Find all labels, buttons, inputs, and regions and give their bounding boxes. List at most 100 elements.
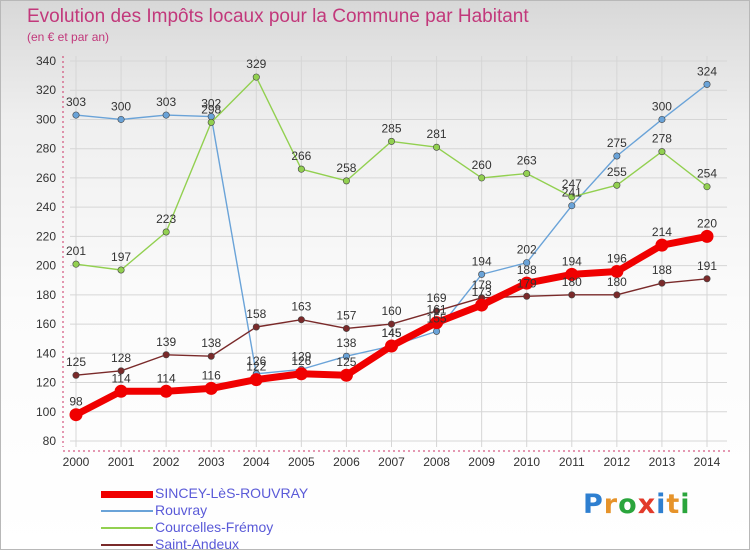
data-label: 116 bbox=[202, 368, 221, 382]
data-point bbox=[568, 291, 576, 299]
y-tick-label: 260 bbox=[36, 171, 56, 185]
data-point bbox=[207, 118, 215, 126]
data-label: 196 bbox=[607, 251, 627, 265]
x-tick-label: 2013 bbox=[649, 455, 676, 469]
data-label: 139 bbox=[156, 335, 176, 349]
axes: 80 100 120 140 160 180 200 220 240 260 280 300 320 34… bbox=[36, 54, 732, 469]
data-point bbox=[703, 80, 711, 88]
x-tick-label: 2000 bbox=[63, 455, 90, 469]
data-point bbox=[72, 111, 80, 119]
data-label: 145 bbox=[381, 326, 401, 340]
data-label: 157 bbox=[336, 308, 356, 322]
proxiti-logo: Proxiti bbox=[583, 489, 691, 520]
data-point bbox=[69, 408, 83, 422]
data-point bbox=[117, 367, 125, 375]
data-label: 191 bbox=[697, 259, 717, 273]
y-tick-label: 240 bbox=[36, 200, 56, 214]
logo-letter: i bbox=[656, 489, 667, 520]
data-label: 180 bbox=[562, 275, 582, 289]
data-label: 303 bbox=[66, 95, 86, 109]
y-tick-label: 300 bbox=[36, 112, 56, 126]
data-point bbox=[294, 367, 308, 381]
logo-letter: x bbox=[637, 489, 657, 520]
data-label: 178 bbox=[472, 278, 492, 292]
data-label: 155 bbox=[427, 311, 447, 325]
y-tick-label: 280 bbox=[36, 142, 56, 156]
legend-label: SINCEY-LèS-ROUVRAY bbox=[155, 485, 309, 501]
data-label: 278 bbox=[652, 132, 672, 146]
x-tick-label: 2009 bbox=[468, 455, 495, 469]
data-label: 122 bbox=[246, 360, 266, 374]
data-label: 201 bbox=[66, 244, 86, 258]
data-label: 255 bbox=[607, 165, 627, 179]
y-tick-label: 140 bbox=[36, 346, 56, 360]
y-tick-label: 180 bbox=[36, 288, 56, 302]
data-point bbox=[204, 381, 218, 395]
data-label: 188 bbox=[652, 263, 672, 277]
data-label: 125 bbox=[336, 355, 356, 369]
data-point bbox=[342, 177, 350, 185]
logo-letter: i bbox=[680, 489, 691, 520]
data-label: 285 bbox=[381, 121, 401, 135]
x-tick-label: 2011 bbox=[559, 455, 585, 469]
data-label: 303 bbox=[156, 95, 176, 109]
data-point bbox=[72, 260, 80, 268]
data-point bbox=[568, 202, 576, 210]
data-point bbox=[430, 316, 444, 330]
data-label: 258 bbox=[336, 161, 356, 175]
data-label: 161 bbox=[427, 303, 447, 317]
logo-letter: P bbox=[583, 489, 604, 520]
legend-label: Courcelles-Frémoy bbox=[155, 519, 274, 535]
legend-swatch bbox=[101, 544, 153, 546]
legend-swatch bbox=[101, 510, 153, 512]
x-tick-label: 2012 bbox=[604, 455, 631, 469]
data-label: 281 bbox=[427, 127, 447, 141]
data-label: 263 bbox=[517, 154, 537, 168]
data-point bbox=[249, 373, 263, 387]
data-label: 220 bbox=[697, 216, 717, 230]
x-tick-label: 2006 bbox=[333, 455, 360, 469]
data-label: 223 bbox=[156, 212, 176, 226]
data-label: 180 bbox=[607, 275, 627, 289]
data-label: 114 bbox=[112, 371, 131, 385]
data-label: 214 bbox=[652, 225, 672, 239]
data-label: 138 bbox=[201, 336, 221, 350]
data-label: 202 bbox=[517, 243, 537, 257]
data-point bbox=[655, 238, 669, 252]
y-tick-label: 200 bbox=[36, 259, 56, 273]
data-point bbox=[117, 266, 125, 274]
x-tick-label: 2008 bbox=[423, 455, 450, 469]
data-point bbox=[700, 229, 714, 243]
data-point bbox=[252, 73, 260, 81]
data-label: 114 bbox=[157, 371, 176, 385]
x-tick-label: 2010 bbox=[513, 455, 540, 469]
data-point bbox=[342, 352, 350, 360]
data-point bbox=[613, 291, 621, 299]
data-point bbox=[159, 384, 173, 398]
data-label: 160 bbox=[381, 304, 401, 318]
y-tick-label: 320 bbox=[36, 83, 56, 97]
data-label: 324 bbox=[697, 64, 717, 78]
data-label: 241 bbox=[562, 186, 582, 200]
x-tick-label: 2007 bbox=[378, 455, 405, 469]
data-label: 138 bbox=[336, 336, 356, 350]
data-point bbox=[252, 323, 260, 331]
data-label: 194 bbox=[562, 254, 582, 268]
x-tick-label: 2003 bbox=[198, 455, 225, 469]
data-point bbox=[387, 320, 395, 328]
data-point bbox=[658, 148, 666, 156]
data-point bbox=[72, 371, 80, 379]
data-point bbox=[207, 352, 215, 360]
data-point bbox=[433, 143, 441, 151]
y-tick-label: 220 bbox=[36, 229, 56, 243]
data-label: 145 bbox=[381, 326, 401, 340]
data-label: 247 bbox=[562, 177, 582, 191]
data-label: 179 bbox=[517, 276, 537, 290]
data-label: 169 bbox=[427, 291, 447, 305]
logo-letter: t bbox=[666, 489, 681, 520]
data-label: 194 bbox=[472, 254, 492, 268]
legend-swatch bbox=[101, 527, 153, 529]
x-tick-label: 2002 bbox=[153, 455, 180, 469]
data-label: 329 bbox=[246, 57, 266, 71]
